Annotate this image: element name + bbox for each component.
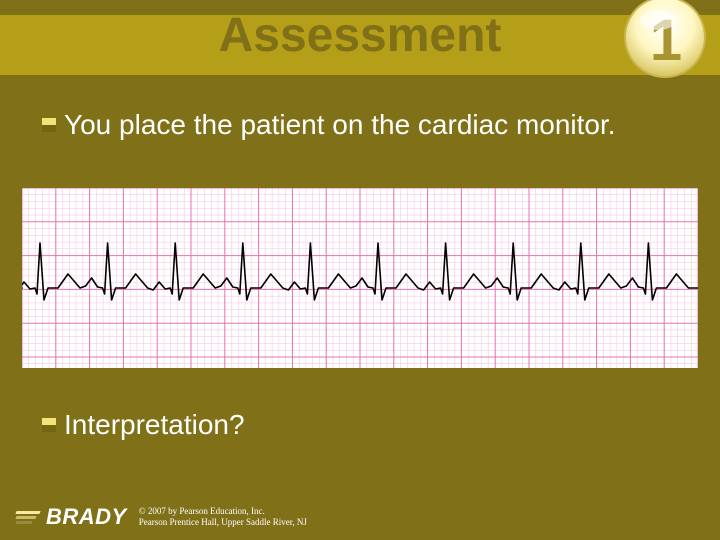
bullet-row-2: Interpretation? bbox=[42, 408, 245, 442]
slide: Assessment 1 You place the patient on th… bbox=[0, 0, 720, 540]
brady-logo: BRADY bbox=[16, 504, 127, 530]
bullet-icon bbox=[42, 418, 56, 432]
copyright: © 2007 by Pearson Education, Inc. Pearso… bbox=[139, 506, 307, 529]
bullet-text-2: Interpretation? bbox=[64, 408, 245, 442]
copyright-line-1: © 2007 by Pearson Education, Inc. bbox=[139, 506, 307, 517]
copyright-line-2: Pearson Prentice Hall, Upper Saddle Rive… bbox=[139, 517, 307, 528]
ecg-svg bbox=[22, 188, 698, 368]
ecg-strip bbox=[22, 188, 698, 368]
brady-bars-icon bbox=[16, 511, 40, 524]
number-badge: 1 bbox=[620, 0, 710, 82]
bullet-icon bbox=[42, 118, 56, 132]
slide-title: Assessment bbox=[0, 8, 720, 63]
brady-logo-text: BRADY bbox=[46, 504, 127, 530]
bullet-row-1: You place the patient on the cardiac mon… bbox=[42, 108, 616, 142]
footer: BRADY © 2007 by Pearson Education, Inc. … bbox=[16, 504, 307, 530]
bullet-text-1: You place the patient on the cardiac mon… bbox=[64, 108, 616, 142]
badge-svg: 1 bbox=[620, 0, 710, 82]
